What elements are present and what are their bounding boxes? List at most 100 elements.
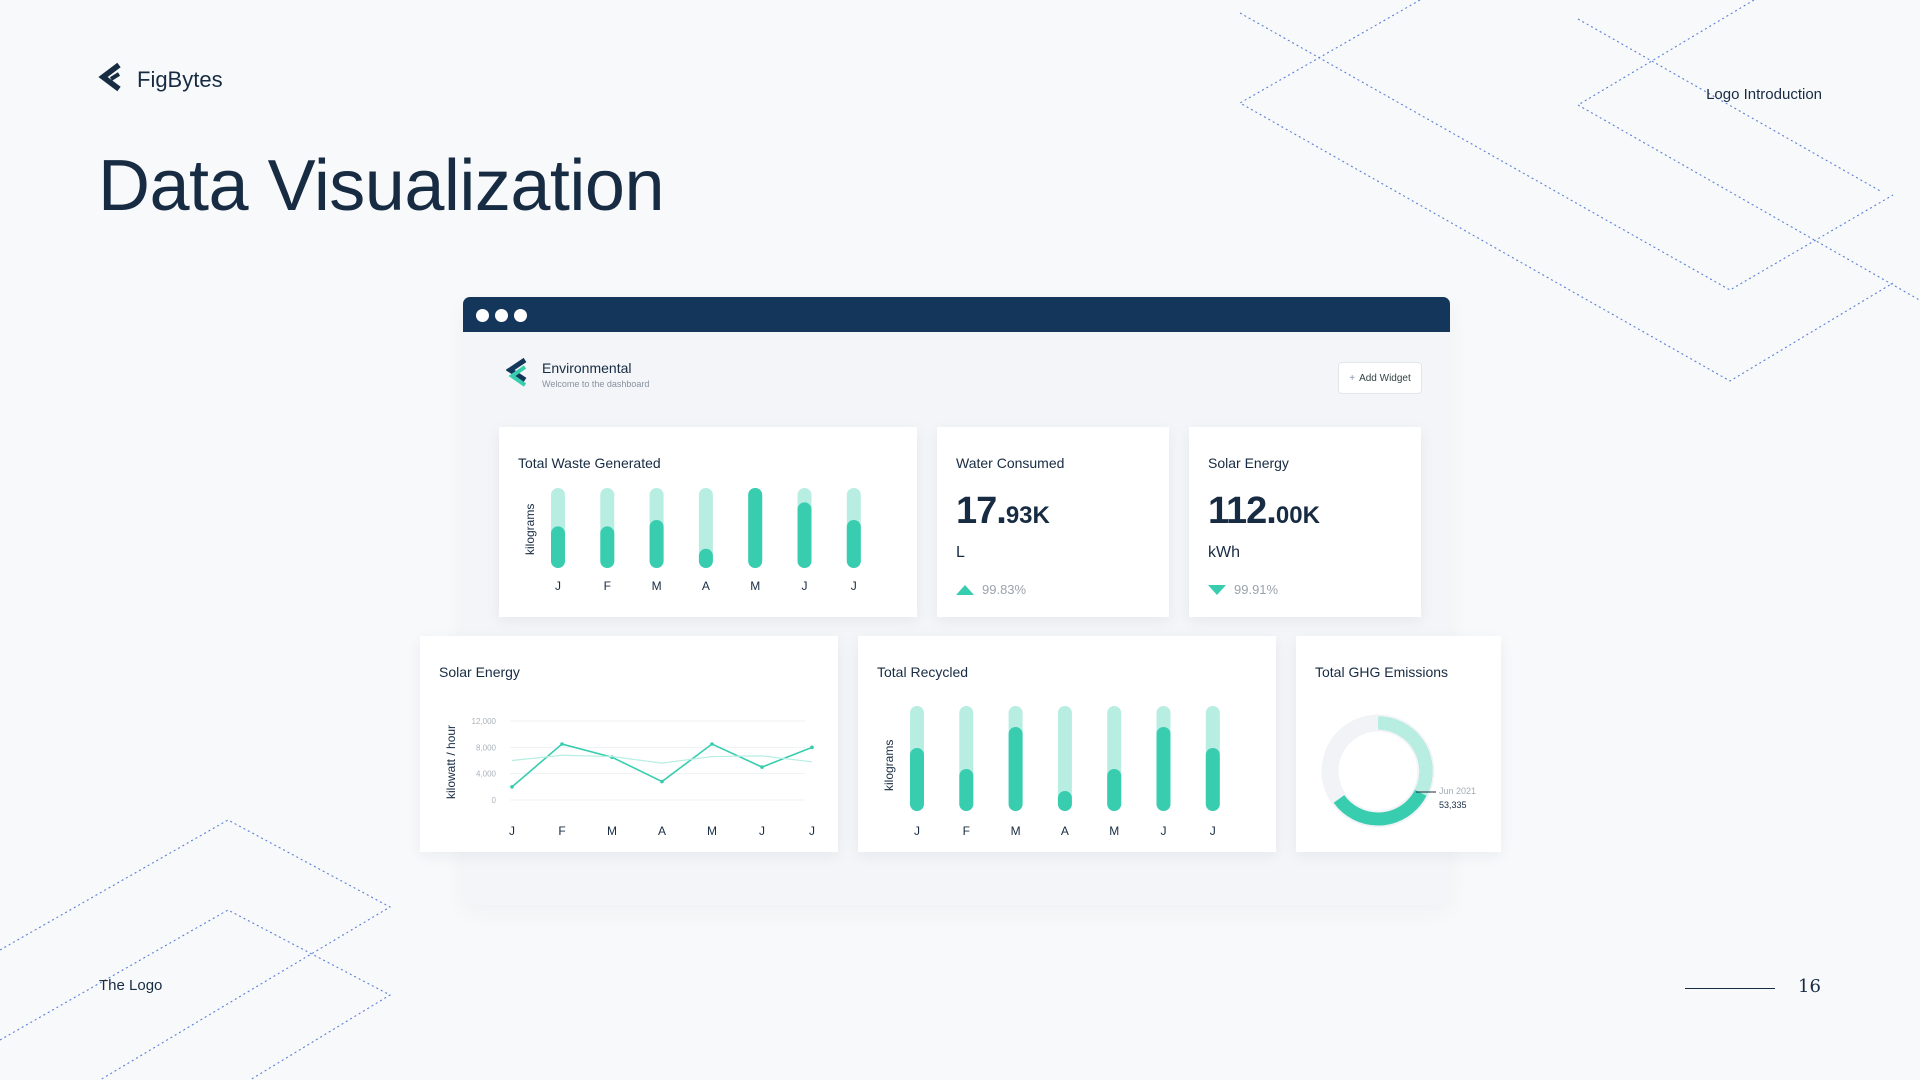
x-tick-label: A: [657, 824, 667, 838]
donut-slice-highlight: [1323, 716, 1433, 826]
x-tick-label: A: [701, 579, 710, 593]
add-widget-label: Add Widget: [1359, 372, 1411, 384]
card-title: Total Waste Generated: [518, 455, 661, 471]
card-title: Total GHG Emissions: [1315, 664, 1449, 680]
data-point: [810, 745, 814, 750]
bar: [600, 526, 615, 568]
x-tick-label: M: [707, 824, 717, 838]
bar: [1107, 769, 1122, 811]
app-header: Environmental Welcome to the dashboard: [505, 357, 650, 392]
section-label-top: Logo Introduction: [1706, 86, 1822, 103]
ghg-donut-chart: Jun 2021 53,335: [1321, 714, 1476, 828]
data-point: [560, 742, 564, 746]
data-point: [510, 785, 514, 789]
x-tick-label: M: [651, 579, 662, 593]
card-title: Water Consumed: [956, 455, 1065, 471]
card-title: Solar Energy: [439, 664, 520, 680]
window-titlebar: [463, 297, 1450, 332]
bar: [649, 520, 664, 568]
y-tick-label: 12,000: [472, 717, 497, 726]
water-card[interactable]: Water Consumed 17.93K L 99.83%: [937, 427, 1169, 617]
kpi-change: 99.83%: [956, 582, 1026, 597]
kpi-value-main: 17.: [956, 490, 1007, 532]
recycled-bar-chart: [910, 706, 1220, 811]
kpi-value: 17.93K: [956, 490, 1050, 533]
app-subtitle: Welcome to the dashboard: [542, 379, 650, 389]
x-tick-label: J: [555, 579, 561, 593]
x-tick-label: J: [759, 824, 765, 838]
figbytes-logo-icon: [97, 62, 123, 97]
x-tick-label: A: [1060, 824, 1069, 838]
kpi-value-suffix: 00K: [1275, 502, 1320, 529]
trend-up-icon: [956, 584, 974, 595]
brand: FigBytes: [97, 62, 223, 97]
kpi-value-main: 112.: [1208, 490, 1277, 532]
bar: [910, 748, 924, 811]
x-tick-label: M: [607, 824, 617, 838]
solar-kpi-card[interactable]: Solar Energy 112.00K kWh 99.91%: [1189, 427, 1421, 617]
bar: [846, 520, 861, 568]
page-title: Data Visualization: [98, 146, 665, 226]
bar: [698, 548, 713, 568]
waste-bar-chart: [551, 488, 861, 568]
x-tick-label: M: [1109, 824, 1120, 838]
bar-track: [698, 488, 713, 568]
x-tick-label: M: [750, 579, 761, 593]
bar: [551, 526, 565, 568]
kpi-value-suffix: 93K: [1005, 502, 1050, 529]
bar: [748, 488, 763, 568]
data-point: [760, 765, 764, 769]
add-widget-button[interactable]: + Add Widget: [1338, 362, 1422, 394]
x-tick-label: F: [558, 824, 566, 838]
bar: [1057, 791, 1072, 811]
bar-track: [1057, 706, 1072, 811]
bar: [797, 502, 812, 568]
kpi-change-value: 99.91%: [1234, 582, 1279, 597]
bar: [959, 769, 974, 811]
window-dot-icon[interactable]: [514, 309, 527, 322]
solar-line-chart: 12,000 8,000 4,000 0: [472, 717, 814, 805]
x-tick-label: J: [1160, 824, 1167, 838]
plus-icon: +: [1349, 372, 1356, 384]
x-tick-label: J: [509, 824, 515, 838]
bar: [1156, 727, 1171, 811]
section-label-bottom: The Logo: [99, 977, 163, 994]
x-tick-label: J: [801, 579, 808, 593]
brand-name: FigBytes: [137, 66, 223, 92]
ghg-callout-date: Jun 2021: [1439, 786, 1476, 796]
x-tick-label: F: [962, 824, 970, 838]
x-tick-label: J: [1209, 824, 1216, 838]
x-tick-label: J: [850, 579, 857, 593]
page-number-divider: [1685, 988, 1775, 989]
kpi-change-value: 99.83%: [982, 582, 1027, 597]
data-point: [660, 779, 664, 784]
ghg-callout-value: 53,335: [1439, 800, 1467, 810]
environmental-logo-icon: [505, 357, 528, 392]
bar: [1205, 748, 1220, 811]
card-title: Total Recycled: [877, 664, 969, 680]
y-tick-label: 8,000: [476, 743, 497, 752]
x-tick-label: M: [1010, 824, 1021, 838]
kpi-value: 112.00K: [1208, 490, 1320, 533]
ghg-card[interactable]: Total GHG Emissions Jun 2021 53,335: [1296, 636, 1501, 852]
x-tick-label: J: [914, 824, 920, 838]
kpi-unit: L: [956, 544, 965, 561]
kpi-unit: kWh: [1208, 544, 1240, 561]
solar-chart-card[interactable]: Solar Energy kilowatt / hour 12,000 8,000…: [420, 636, 838, 852]
window-dot-icon[interactable]: [495, 309, 508, 322]
app-title: Environmental: [542, 360, 632, 376]
x-tick-label: F: [603, 579, 611, 593]
kpi-change: 99.91%: [1208, 582, 1278, 597]
y-tick-label: 4,000: [476, 770, 497, 779]
x-tick-label: J: [809, 824, 815, 838]
window-dot-icon[interactable]: [476, 309, 489, 322]
data-point: [710, 742, 714, 746]
trend-down-icon: [1208, 584, 1226, 595]
y-tick-label: 0: [492, 796, 497, 805]
page-number: 16: [1798, 976, 1821, 997]
card-title: Solar Energy: [1208, 455, 1289, 471]
series-line: [511, 754, 813, 764]
